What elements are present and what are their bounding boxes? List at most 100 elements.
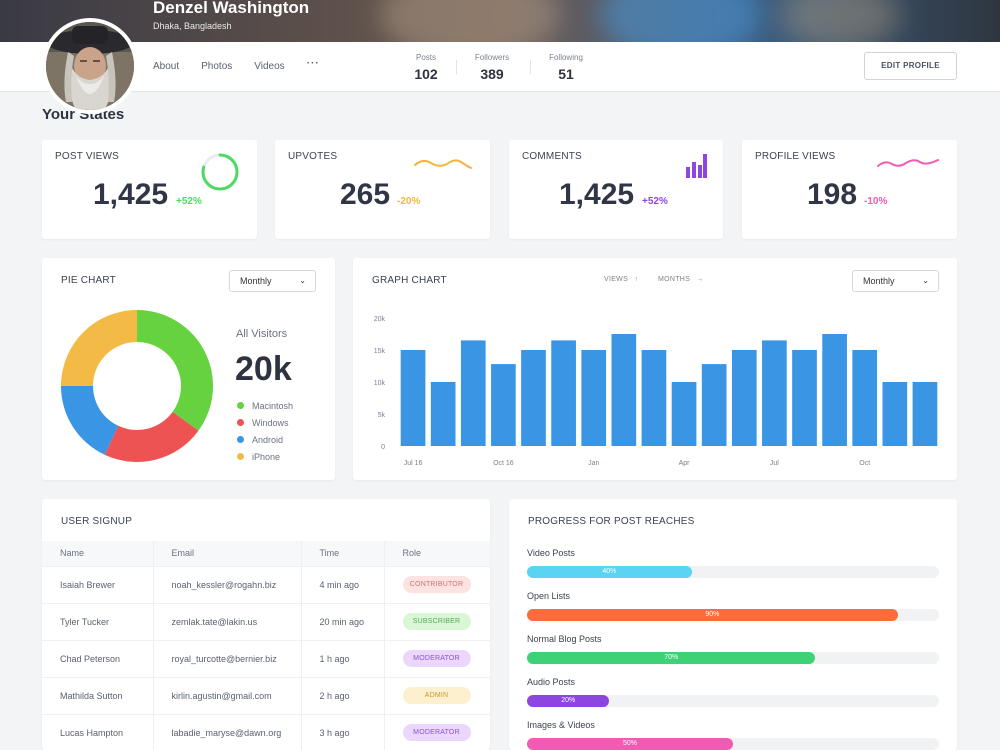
more-icon[interactable]: ··· (306, 58, 320, 69)
progress-track: 90% (527, 609, 939, 621)
bar[interactable] (611, 334, 637, 446)
cover-photo: Denzel Washington Dhaka, Bangladesh (0, 0, 1000, 42)
y-tick-label: 20k (374, 316, 386, 323)
bar[interactable] (521, 350, 546, 446)
bar[interactable] (581, 350, 607, 446)
progress-card: PROGRESS FOR POST REACHES Video Posts 40%… (509, 499, 957, 750)
cell-time: 3 h ago (301, 713, 385, 750)
toggle-months[interactable]: MONTHS → (658, 276, 704, 283)
kpi-delta: +52% (176, 196, 202, 207)
x-tick-label: Jan (588, 460, 599, 467)
x-tick-label: Jul (770, 460, 779, 467)
profile-bar: About Photos Videos ··· Posts 102 Follow… (0, 18, 1000, 114)
pie-total: 20k (235, 350, 292, 388)
cell-role: MODERATOR (384, 639, 490, 677)
toggle-views[interactable]: VIEWS ↑ (604, 276, 638, 283)
bar[interactable] (551, 340, 576, 446)
toggle-label: VIEWS (604, 276, 629, 283)
bar[interactable] (491, 364, 516, 446)
table-row[interactable]: Mathilda Sutton kirlin.agustin@gmail.com 2… (42, 676, 490, 714)
tab-about[interactable]: About (153, 61, 180, 72)
y-tick-label: 5k (378, 412, 386, 419)
role-badge: ADMIN (402, 687, 471, 704)
bar[interactable] (671, 382, 697, 446)
stat-following[interactable]: Following 51 (526, 53, 606, 82)
card-title: GRAPH CHART (372, 275, 447, 286)
kpi-card-post-views: POST VIEWS 1,425 +52% (42, 140, 257, 239)
bar[interactable] (641, 350, 667, 446)
stat-posts[interactable]: Posts 102 (386, 53, 466, 82)
select-value: Monthly (240, 276, 272, 286)
stat-value: 51 (558, 66, 574, 82)
cell-email: zemlak.tate@lakin.us (153, 602, 302, 640)
cell-role: CONTRIBUTOR (384, 565, 490, 603)
legend-label: Macintosh (252, 401, 294, 411)
role-badge: SUBSCRIBER (402, 613, 471, 630)
table-row[interactable]: Chad Peterson royal_turcotte@bernier.biz 1… (42, 639, 490, 677)
cell-role: SUBSCRIBER (384, 602, 490, 640)
graph-chart-card: GRAPH CHART VIEWS ↑ MONTHS → Monthly ⌄ 0… (353, 258, 957, 480)
bar[interactable] (822, 334, 847, 446)
edit-profile-button[interactable]: EDIT PROFILE (864, 52, 957, 80)
avatar[interactable] (42, 18, 138, 114)
column-header: Name (42, 541, 154, 566)
bar-chart: 0 5k 10k 15k 20k Jul 16 Oct 16 Jan Apr Jul Oct (374, 316, 938, 467)
cell-time: 2 h ago (301, 676, 385, 714)
cell-email: noah_kessler@rogahn.biz (153, 565, 302, 603)
x-tick-label: Jul 16 (404, 460, 423, 467)
bar[interactable] (430, 382, 456, 446)
profile-tabs: About Photos Videos ··· (153, 58, 342, 72)
progress-fill: 70% (527, 652, 816, 664)
kpi-title: POST VIEWS (55, 151, 120, 162)
stat-label: Posts (415, 53, 436, 62)
stat-value: 102 (414, 66, 438, 82)
cell-name: Lucas Hampton (42, 713, 154, 750)
select-value: Monthly (863, 276, 895, 286)
column-header: Email (153, 541, 302, 566)
card-title: USER SIGNUP (61, 516, 133, 527)
x-tick-label: Oct (859, 460, 870, 467)
tab-videos[interactable]: Videos (254, 61, 285, 72)
tab-photos[interactable]: Photos (201, 61, 233, 72)
pie-slice-macintosh (137, 310, 213, 431)
kpi-delta: -20% (397, 196, 421, 207)
pie-caption: All Visitors (236, 328, 288, 340)
bar[interactable] (852, 350, 878, 446)
legend-dot-icon (237, 402, 244, 409)
pie-period-select[interactable]: Monthly ⌄ (229, 270, 316, 292)
table-row[interactable]: Isaiah Brewer noah_kessler@rogahn.biz 4 mi… (42, 565, 490, 603)
stat-value: 389 (480, 66, 504, 82)
stat-followers[interactable]: Followers 389 (452, 53, 532, 82)
chevron-down-icon: ⌄ (922, 276, 929, 285)
role-badge: CONTRIBUTOR (402, 576, 471, 593)
signup-table: Name Email Time Role Isaiah Brewer noah_k… (42, 541, 490, 750)
arrow-right-icon: → (696, 276, 704, 283)
legend-dot-icon (237, 419, 244, 426)
bar[interactable] (731, 350, 757, 446)
bar[interactable] (400, 350, 426, 446)
stat-label: Following (549, 53, 583, 62)
table-row[interactable]: Lucas Hampton labadie_maryse@dawn.org 3 h … (42, 713, 490, 750)
bar[interactable] (701, 364, 727, 446)
kpi-card-profile-views: PROFILE VIEWS 198 -10% (742, 140, 957, 239)
pie-slice-android (61, 386, 119, 455)
legend-label: Android (252, 435, 284, 445)
arrow-up-icon: ↑ (634, 276, 639, 283)
bar[interactable] (912, 382, 938, 446)
bar[interactable] (882, 382, 908, 446)
progress-label: Images & Videos (527, 720, 595, 730)
bar[interactable] (792, 350, 817, 446)
legend-item: Windows (237, 418, 289, 428)
user-signup-card: USER SIGNUP Name Email Time Role Isaiah … (42, 499, 490, 750)
kpi-card-comments: COMMENTS 1,425 +52% (509, 140, 723, 239)
table-row[interactable]: Tyler Tucker zemlak.tate@lakin.us 20 min a… (42, 602, 490, 640)
cell-role: MODERATOR (384, 713, 490, 750)
progress-ring-icon (201, 153, 239, 191)
graph-period-select[interactable]: Monthly ⌄ (852, 270, 939, 292)
bar[interactable] (460, 340, 486, 446)
bar[interactable] (762, 340, 787, 446)
legend-label: Windows (252, 418, 289, 428)
cell-email: royal_turcotte@bernier.biz (153, 639, 302, 677)
legend-item: Android (237, 435, 283, 445)
kpi-delta: +52% (642, 196, 668, 207)
